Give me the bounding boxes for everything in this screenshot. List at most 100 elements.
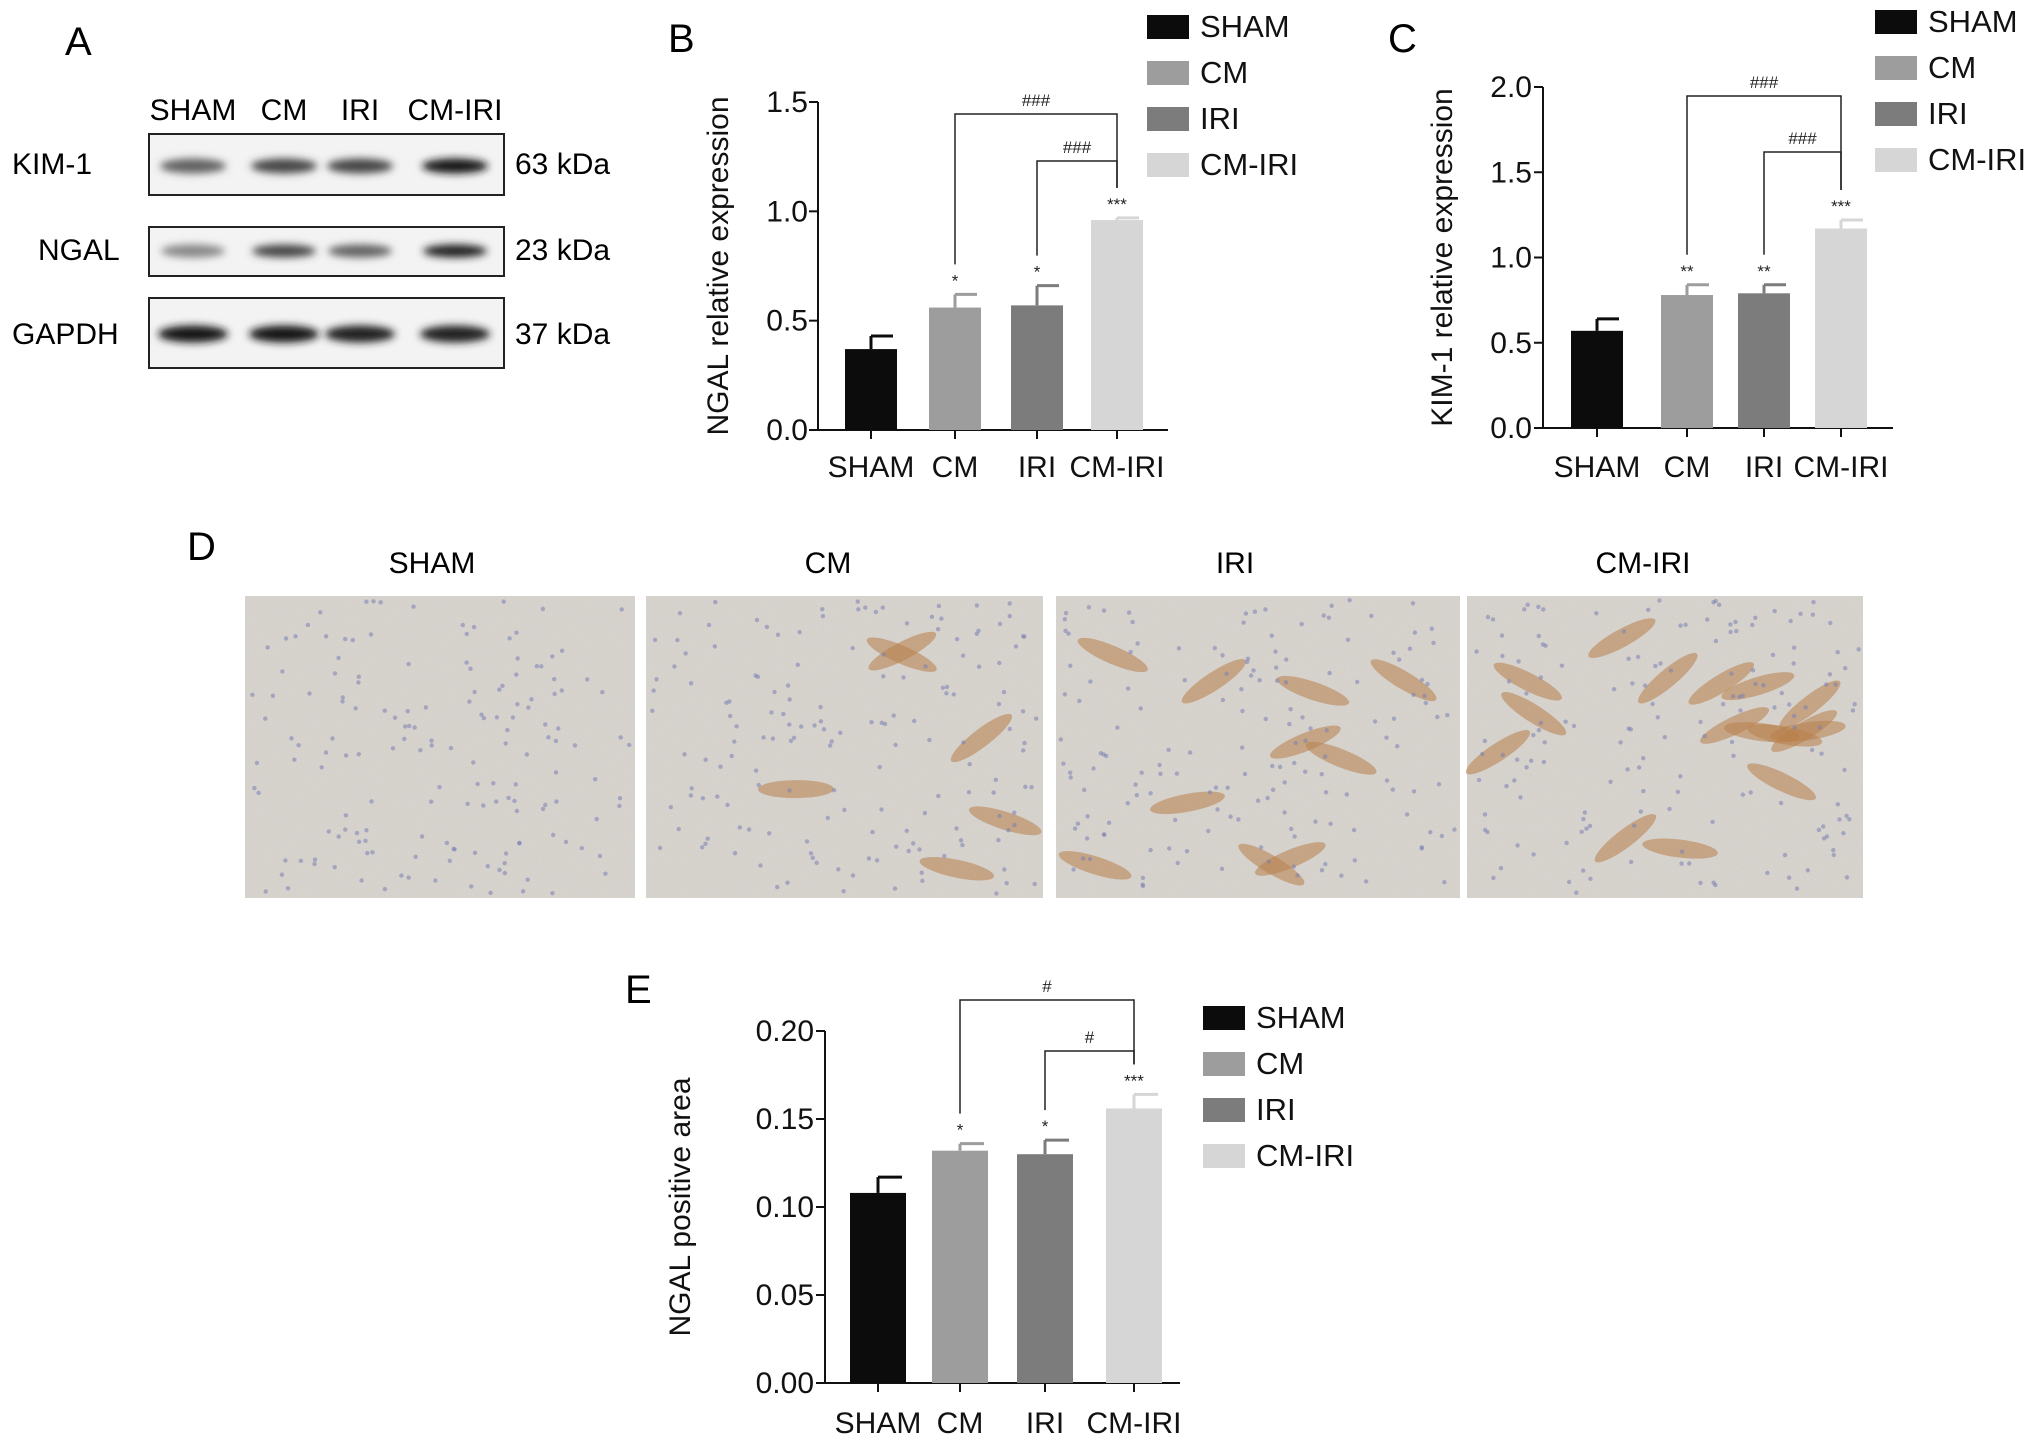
cell-nucleus [869,720,874,725]
cell-nucleus [1625,767,1630,772]
cell-nucleus [464,660,469,665]
chart-e-legend-label-cm-iri: CM-IRI [1256,1138,1354,1173]
cell-nucleus [1266,859,1272,864]
cell-nucleus [1574,890,1579,895]
cell-nucleus [1323,861,1328,867]
cell-nucleus [501,599,506,604]
cell-nucleus [1628,727,1634,732]
cell-nucleus [514,808,520,814]
cell-nucleus [870,829,875,835]
cell-nucleus [1844,813,1849,819]
cell-nucleus [353,706,358,711]
chart-e-legend-label-cm: CM [1256,1046,1304,1081]
cell-nucleus [1833,682,1838,687]
cell-nucleus [1765,870,1770,876]
chart-c-bar-cm [1661,295,1713,428]
cell-nucleus [1798,611,1803,616]
cell-nucleus [764,624,770,630]
chart-c-legend-swatch-cm [1875,56,1917,80]
cell-nucleus [494,799,499,804]
cell-nucleus [1077,698,1082,704]
cell-nucleus [1728,629,1733,635]
chart-b-legend-swatch-cm-iri [1147,153,1189,177]
cell-nucleus [1655,715,1661,720]
cell-nucleus [1794,886,1800,891]
chart-e-significance-iri: * [1042,1117,1049,1136]
cell-nucleus [332,865,337,870]
cell-nucleus [1345,637,1351,642]
cell-nucleus [1299,621,1304,627]
cell-nucleus [1581,868,1586,873]
cell-nucleus [514,630,519,635]
cell-nucleus [505,727,510,733]
cell-nucleus [1292,834,1297,839]
cell-nucleus [1587,823,1593,829]
cell-nucleus [997,660,1002,666]
cell-nucleus [994,891,999,896]
chart-e-legend-label-sham: SHAM [1256,1000,1346,1035]
cell-nucleus [1791,645,1797,650]
cell-nucleus [356,839,362,844]
cell-nucleus [753,768,759,773]
cell-nucleus [1352,858,1358,863]
cell-nucleus [1705,617,1710,622]
cell-nucleus [540,806,546,812]
cell-nucleus [1241,620,1246,625]
cell-nucleus [1277,764,1283,770]
cell-nucleus [1809,747,1815,753]
cell-nucleus [1579,829,1584,834]
cell-nucleus [298,858,304,863]
cell-nucleus [1425,681,1430,687]
cell-nucleus [675,637,680,643]
cell-nucleus [1482,738,1488,744]
cell-nucleus [882,721,888,727]
panel-letter-c: C [1388,17,1417,61]
blot-lane-label-cm: CM [261,94,308,127]
cell-nucleus [485,864,490,869]
cell-nucleus [318,610,323,615]
cell-nucleus [429,743,434,748]
cell-nucleus [960,653,966,658]
cell-nucleus [761,735,766,740]
cell-nucleus [1021,748,1026,753]
cell-nucleus [1816,827,1822,833]
cell-nucleus [1779,690,1785,696]
chart-b-y-axis-title: NGAL relative expression [702,96,735,435]
cell-nucleus [1411,692,1416,697]
cell-nucleus [1101,832,1107,837]
cell-nucleus [1428,830,1433,835]
cell-nucleus [546,735,551,740]
blot-lane-label-sham: SHAM [150,94,237,127]
cell-nucleus [1541,759,1547,765]
cell-nucleus [503,851,509,856]
cell-nucleus [1588,876,1593,881]
cell-nucleus [1531,852,1536,857]
micrograph-title-iri: IRI [1216,547,1254,580]
cell-nucleus [364,828,369,833]
cell-nucleus [1412,630,1418,635]
chart-e-y-tick-label: 0.05 [756,1279,814,1312]
cell-nucleus [356,752,361,757]
cell-nucleus [1013,644,1019,649]
cell-nucleus [1032,881,1037,887]
cell-nucleus [1490,617,1496,622]
positive-stain-tubule [1181,659,1247,704]
cell-nucleus [289,736,294,741]
cell-nucleus [1540,642,1546,647]
cell-nucleus [1061,761,1066,766]
cell-nucleus [1541,607,1546,612]
chart-e-y-axis-title: NGAL positive area [664,1077,697,1336]
cell-nucleus [850,645,855,651]
cell-nucleus [1750,668,1756,673]
cell-nucleus [471,760,476,765]
cell-nucleus [951,692,956,697]
cell-nucleus [437,785,442,790]
cell-nucleus [703,757,708,762]
cell-nucleus [966,790,972,795]
cell-nucleus [993,777,998,782]
cell-nucleus [1303,769,1308,774]
chart-c-comparison-bracket [1686,95,1842,255]
cell-nucleus [553,770,559,775]
cell-nucleus [856,607,861,612]
cell-nucleus [1175,860,1181,866]
